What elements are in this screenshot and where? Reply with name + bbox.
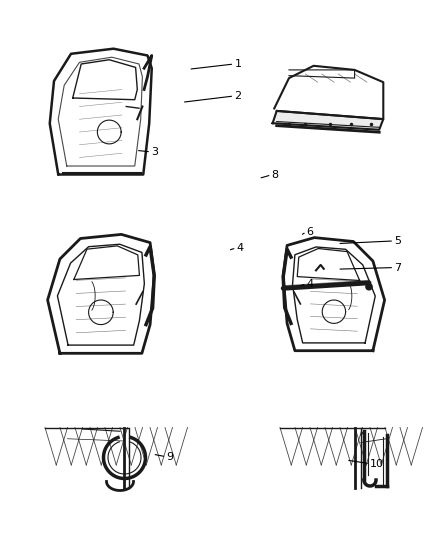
Polygon shape: [366, 284, 372, 290]
Text: 4: 4: [237, 243, 244, 253]
Text: 6: 6: [307, 227, 314, 237]
Text: 7: 7: [394, 263, 401, 272]
Polygon shape: [272, 111, 383, 130]
Text: 8: 8: [272, 170, 279, 180]
Text: 2: 2: [234, 91, 241, 101]
Text: 1: 1: [234, 59, 241, 69]
Text: 3: 3: [151, 147, 158, 157]
Text: 9: 9: [166, 452, 173, 462]
Text: 5: 5: [394, 236, 401, 246]
Text: 10: 10: [370, 459, 384, 469]
Text: 4: 4: [307, 279, 314, 288]
